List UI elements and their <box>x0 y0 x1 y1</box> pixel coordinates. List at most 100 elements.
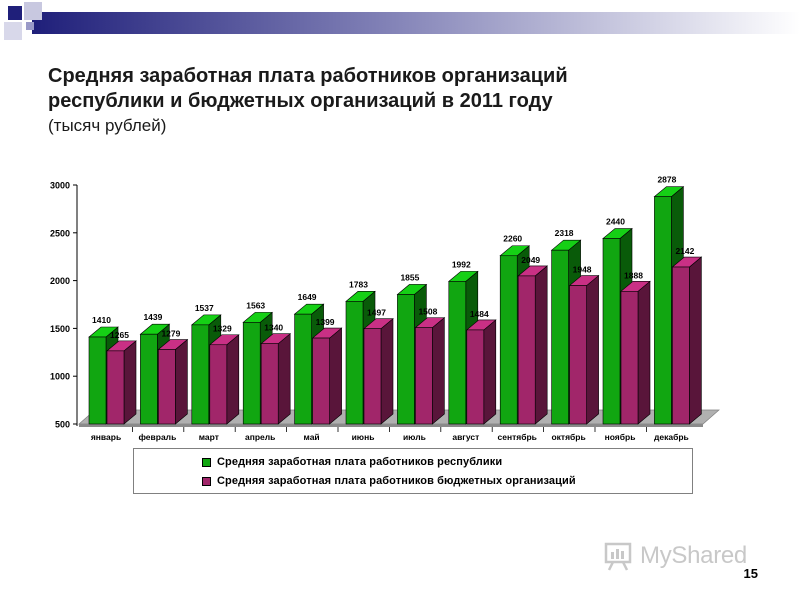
data-label-series-2: 1508 <box>418 307 437 317</box>
bar-series-2 <box>311 327 343 425</box>
data-label-series-2: 1399 <box>316 317 335 327</box>
slide-title-line-2: республики и бюджетных организаций в 201… <box>48 90 553 112</box>
bar-series-1-front <box>499 255 518 425</box>
bar-series-2-side <box>637 280 651 425</box>
data-label-series-2: 1279 <box>161 329 180 339</box>
y-axis-tick-label: 2500 <box>50 228 70 238</box>
x-axis-category-label: апрель <box>245 432 275 442</box>
x-axis-category-label: декабрь <box>654 432 689 442</box>
data-label-series-2: 2142 <box>675 246 694 256</box>
data-label-series-1: 2260 <box>503 234 522 244</box>
watermark-icon <box>604 542 632 571</box>
chart-value-labels: 1410 1265 1439 1279 1537 1329 1563 1340 1649 1399… <box>92 175 695 340</box>
slide-subtitle: (тысяч рублей) <box>48 116 167 135</box>
data-label-series-2: 1497 <box>367 308 386 318</box>
bar-series-1-front <box>551 249 569 425</box>
x-axis-category-label: июль <box>403 432 426 442</box>
header-square-dark <box>8 6 22 20</box>
bar-series-2-side <box>175 338 188 425</box>
x-axis-category-label: август <box>452 432 479 442</box>
bar-series-2-side <box>123 340 137 425</box>
legend-entry-series-1: Средняя заработная плата работников респ… <box>202 455 502 469</box>
x-axis-category-label: март <box>199 432 219 442</box>
data-label-series-1: 1649 <box>298 292 317 302</box>
bar-series-1-front <box>191 324 210 425</box>
bar-series-1-front <box>654 196 672 425</box>
bar-series-2-front <box>158 349 176 425</box>
legend-label-series-1: Средняя заработная плата работников респ… <box>217 456 503 468</box>
bar-series-1-front <box>140 333 158 425</box>
bar-series-2-front <box>312 337 330 425</box>
data-label-series-1: 2440 <box>606 217 625 227</box>
bar-series-1-front <box>397 294 415 425</box>
bar-series-2-front <box>620 291 639 425</box>
x-axis-category-label: январь <box>91 432 121 442</box>
y-axis-tick-label: 1500 <box>50 324 70 334</box>
bar-series-2-front <box>106 350 125 425</box>
legend-swatch-series-1 <box>202 457 211 467</box>
bar-series-2 <box>106 340 137 425</box>
chart-x-axis-labels: январь февраль март апрель май июнь июль август… <box>91 427 689 442</box>
data-label-series-1: 2318 <box>555 228 574 238</box>
x-axis-category-label: октябрь <box>551 432 585 442</box>
bar-series-1-front <box>242 322 261 425</box>
data-label-series-1: 1992 <box>452 259 471 269</box>
data-label-series-2: 1948 <box>573 265 592 275</box>
header-square-light-2 <box>4 22 22 40</box>
bar-series-2-front <box>466 329 485 425</box>
chart-floor-edge <box>79 424 703 427</box>
bar-series-2 <box>157 338 189 425</box>
bar-series-2-side <box>689 256 702 425</box>
bar-series-2 <box>414 316 446 425</box>
slide-title-block: Средняя заработная плата работников орга… <box>48 64 748 137</box>
bar-series-2-side <box>534 265 548 425</box>
x-axis-category-label: сентябрь <box>498 432 537 442</box>
legend-label-series-2: Средняя заработная плата работников бюдж… <box>217 475 576 487</box>
bar-series-2 <box>260 333 292 425</box>
bar-series-1-front <box>88 336 107 425</box>
bar-series-2-side <box>432 316 445 425</box>
bar-series-2 <box>208 334 240 425</box>
header-gradient-bar <box>32 12 800 34</box>
slide-title-line-1: Средняя заработная плата работников орга… <box>48 65 568 87</box>
data-label-series-2: 1329 <box>213 324 232 334</box>
chart-bars <box>88 186 703 425</box>
y-axis-tick-label: 3000 <box>50 181 70 191</box>
page-number: 15 <box>743 566 758 581</box>
legend-entry-series-2: Средняя заработная плата работников бюдж… <box>202 474 576 488</box>
x-axis-category-label: май <box>304 432 320 442</box>
bar-series-1-front <box>345 301 364 425</box>
data-label-series-1: 1563 <box>246 300 265 310</box>
bar-series-2-side <box>483 319 497 425</box>
bar-series-1-front <box>448 281 467 425</box>
bar-series-2 <box>517 265 549 425</box>
bar-series-1-front <box>602 238 621 425</box>
x-axis-category-label: ноябрь <box>605 432 636 442</box>
bar-series-2-front <box>672 266 690 425</box>
bar-series-2-side <box>586 274 599 425</box>
y-axis-tick-label: 2000 <box>50 276 70 286</box>
bar-series-2 <box>568 274 600 425</box>
chart-y-axis: 500 1000 1500 2000 2500 3000 <box>50 181 78 430</box>
bar-series-2-front <box>209 344 228 425</box>
bar-series-2-side <box>277 333 291 425</box>
y-axis-tick-label: 500 <box>55 420 70 430</box>
data-label-series-1: 1855 <box>400 272 419 282</box>
bar-series-2-side <box>380 318 394 425</box>
data-label-series-1: 1783 <box>349 279 368 289</box>
watermark-logo: MyShared <box>604 536 774 576</box>
watermark-text: MyShared <box>640 542 747 569</box>
chart-legend: Средняя заработная плата работников респ… <box>133 448 693 494</box>
x-axis-category-label: июнь <box>352 432 375 442</box>
data-label-series-2: 1484 <box>470 309 489 319</box>
bar-series-2 <box>671 256 703 425</box>
data-label-series-2: 2049 <box>521 255 540 265</box>
legend-swatch-series-2 <box>202 476 211 486</box>
data-label-series-1: 1439 <box>143 312 162 322</box>
bar-series-2-front <box>517 275 536 425</box>
bar-series-2 <box>363 318 394 425</box>
data-label-series-2: 1265 <box>110 330 129 340</box>
data-label-series-1: 1410 <box>92 315 111 325</box>
bar-series-2-front <box>363 328 382 425</box>
